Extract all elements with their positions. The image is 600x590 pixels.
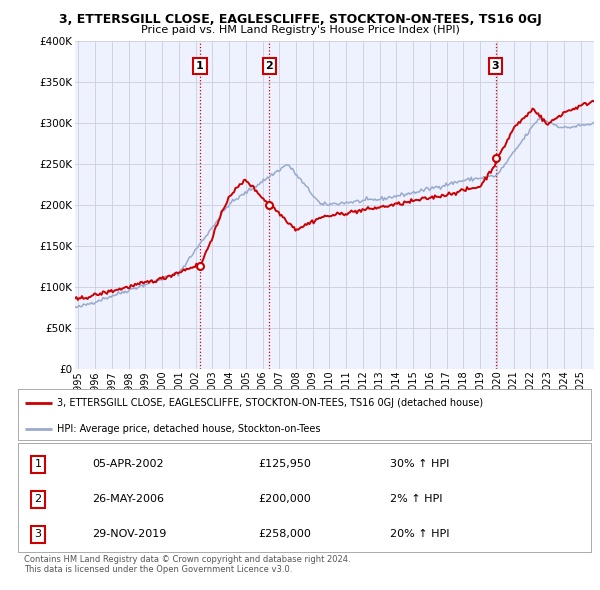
Text: 2: 2	[34, 494, 41, 504]
Text: 05-APR-2002: 05-APR-2002	[92, 460, 164, 469]
Text: HPI: Average price, detached house, Stockton-on-Tees: HPI: Average price, detached house, Stoc…	[57, 424, 320, 434]
Text: 2% ↑ HPI: 2% ↑ HPI	[391, 494, 443, 504]
Text: £200,000: £200,000	[259, 494, 311, 504]
Text: 20% ↑ HPI: 20% ↑ HPI	[391, 529, 450, 539]
Text: 1: 1	[196, 61, 204, 71]
Text: 26-MAY-2006: 26-MAY-2006	[92, 494, 164, 504]
Text: 3, ETTERSGILL CLOSE, EAGLESCLIFFE, STOCKTON-ON-TEES, TS16 0GJ (detached house): 3, ETTERSGILL CLOSE, EAGLESCLIFFE, STOCK…	[57, 398, 483, 408]
Text: 30% ↑ HPI: 30% ↑ HPI	[391, 460, 450, 469]
Text: Contains HM Land Registry data © Crown copyright and database right 2024.
This d: Contains HM Land Registry data © Crown c…	[24, 555, 350, 574]
Text: 3, ETTERSGILL CLOSE, EAGLESCLIFFE, STOCKTON-ON-TEES, TS16 0GJ: 3, ETTERSGILL CLOSE, EAGLESCLIFFE, STOCK…	[59, 13, 541, 26]
Text: 3: 3	[492, 61, 499, 71]
Text: £125,950: £125,950	[259, 460, 311, 469]
Text: £258,000: £258,000	[259, 529, 311, 539]
Text: 2: 2	[265, 61, 273, 71]
Text: 3: 3	[35, 529, 41, 539]
Text: 1: 1	[35, 460, 41, 469]
Text: 29-NOV-2019: 29-NOV-2019	[92, 529, 167, 539]
Text: Price paid vs. HM Land Registry's House Price Index (HPI): Price paid vs. HM Land Registry's House …	[140, 25, 460, 35]
